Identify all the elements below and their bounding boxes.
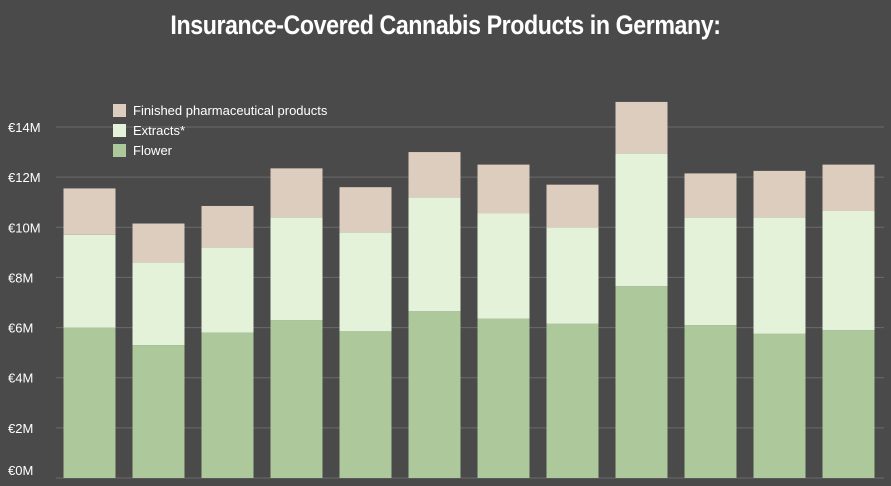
bar-flower (270, 320, 323, 478)
bar-flower (477, 318, 530, 478)
chart-title: Insurance-Covered Cannabis Products in G… (170, 10, 721, 40)
y-tick-label: €14M (8, 120, 41, 135)
bar-flower (753, 333, 806, 478)
y-tick-label: €8M (8, 270, 33, 285)
bar-flower (63, 327, 116, 478)
bar-finished-pharmaceutical-products (270, 168, 323, 218)
bar-extracts (408, 197, 461, 312)
bar-extracts (132, 262, 185, 346)
y-tick-label: €0M (8, 463, 33, 478)
bar-flower (546, 323, 599, 478)
bar-flower (408, 311, 461, 478)
bar-finished-pharmaceutical-products (132, 223, 185, 263)
bar-extracts (822, 210, 875, 331)
legend-label: Finished pharmaceutical products (133, 103, 328, 118)
bar-finished-pharmaceutical-products (408, 152, 461, 198)
y-tick-label: €6M (8, 321, 33, 336)
y-tick-label: €10M (8, 220, 41, 235)
y-tick-label: €2M (8, 421, 33, 436)
bar-flower (201, 332, 254, 478)
legend-swatch (113, 144, 126, 157)
bar-flower (339, 331, 392, 478)
bar-finished-pharmaceutical-products (822, 164, 875, 211)
bar-finished-pharmaceutical-products (477, 164, 530, 214)
bar-extracts (477, 213, 530, 319)
bar-finished-pharmaceutical-products (684, 173, 737, 218)
bar-extracts (201, 247, 254, 333)
bar-finished-pharmaceutical-products (753, 170, 806, 218)
bar-flower (615, 286, 668, 478)
bar-finished-pharmaceutical-products (615, 101, 668, 154)
legend-swatch (113, 124, 126, 137)
bar-finished-pharmaceutical-products (63, 188, 116, 235)
bar-extracts (615, 153, 668, 287)
bar-flower (132, 345, 185, 478)
bar-flower (822, 330, 875, 478)
bar-extracts (753, 217, 806, 334)
bar-extracts (63, 234, 116, 328)
y-tick-label: €12M (8, 170, 41, 185)
legend-swatch (113, 104, 126, 117)
bar-flower (684, 325, 737, 478)
bar-extracts (339, 232, 392, 332)
bar-extracts (684, 217, 737, 326)
legend-label: Extracts* (133, 123, 185, 138)
bar-finished-pharmaceutical-products (339, 187, 392, 233)
bar-extracts (270, 217, 323, 321)
bar-extracts (546, 227, 599, 324)
y-tick-label: €4M (8, 371, 33, 386)
legend-label: Flower (133, 143, 173, 158)
bar-finished-pharmaceutical-products (201, 205, 254, 248)
bar-finished-pharmaceutical-products (546, 184, 599, 228)
